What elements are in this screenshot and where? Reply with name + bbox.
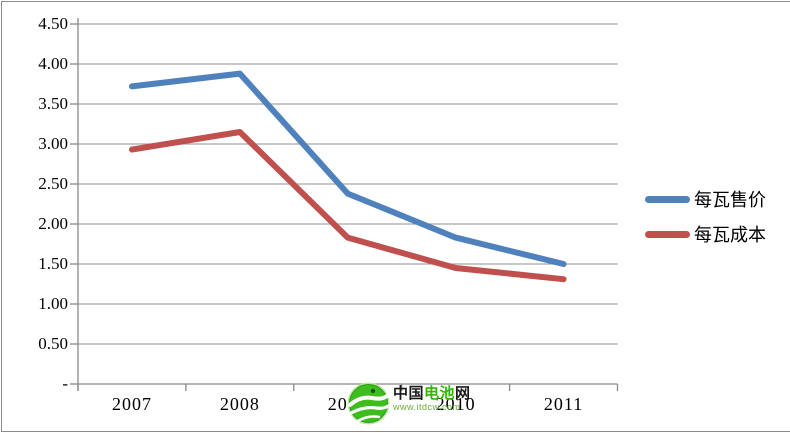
- x-axis-tick-label: 2010: [435, 394, 476, 414]
- legend-swatch-blue: [645, 195, 690, 203]
- watermark-url: www.itdcw.com: [393, 402, 461, 412]
- series-line: [128, 129, 567, 283]
- x-axis-tick-label: 2007: [111, 394, 152, 414]
- y-axis-tick-label: 4.50: [38, 14, 68, 33]
- x-axis-tick-label: 2008: [219, 394, 260, 414]
- legend-label-sale-price: 每瓦售价: [694, 190, 766, 210]
- watermark-site-name: 中国电池网: [393, 386, 471, 401]
- x-axis-tick-label: 2011: [543, 394, 584, 414]
- legend-swatch-red: [645, 230, 690, 238]
- legend-label-cost: 每瓦成本: [694, 225, 766, 245]
- legend-item-sale-price: 每瓦售价: [645, 187, 766, 211]
- watermark-text: 中国电池网 www.itdcw.com: [393, 386, 471, 412]
- watermark-name-green: 电池: [424, 385, 456, 402]
- y-axis-tick-label: 2.00: [38, 214, 68, 233]
- watermark-name-black2: 网: [455, 385, 471, 402]
- y-axis-tick-label: 3.50: [38, 94, 68, 113]
- series-line: [128, 70, 567, 267]
- globe-logo-icon: [347, 382, 390, 425]
- watermark: 中国电池网 www.itdcw.com: [346, 381, 471, 426]
- y-axis-tick-label: 3.00: [38, 134, 68, 153]
- y-axis-tick-label: 2.50: [38, 174, 68, 193]
- y-axis-tick-label: 4.00: [38, 54, 68, 73]
- y-axis-tick-label: -: [62, 374, 68, 393]
- legend-item-cost: 每瓦成本: [645, 222, 766, 246]
- watermark-name-black1: 中国: [393, 385, 425, 402]
- y-axis-tick-label: 1.50: [38, 254, 68, 273]
- chart-legend: 每瓦售价 每瓦成本: [645, 187, 766, 246]
- y-axis-tick-label: 0.50: [38, 334, 68, 353]
- y-axis-tick-label: 1.00: [38, 294, 68, 313]
